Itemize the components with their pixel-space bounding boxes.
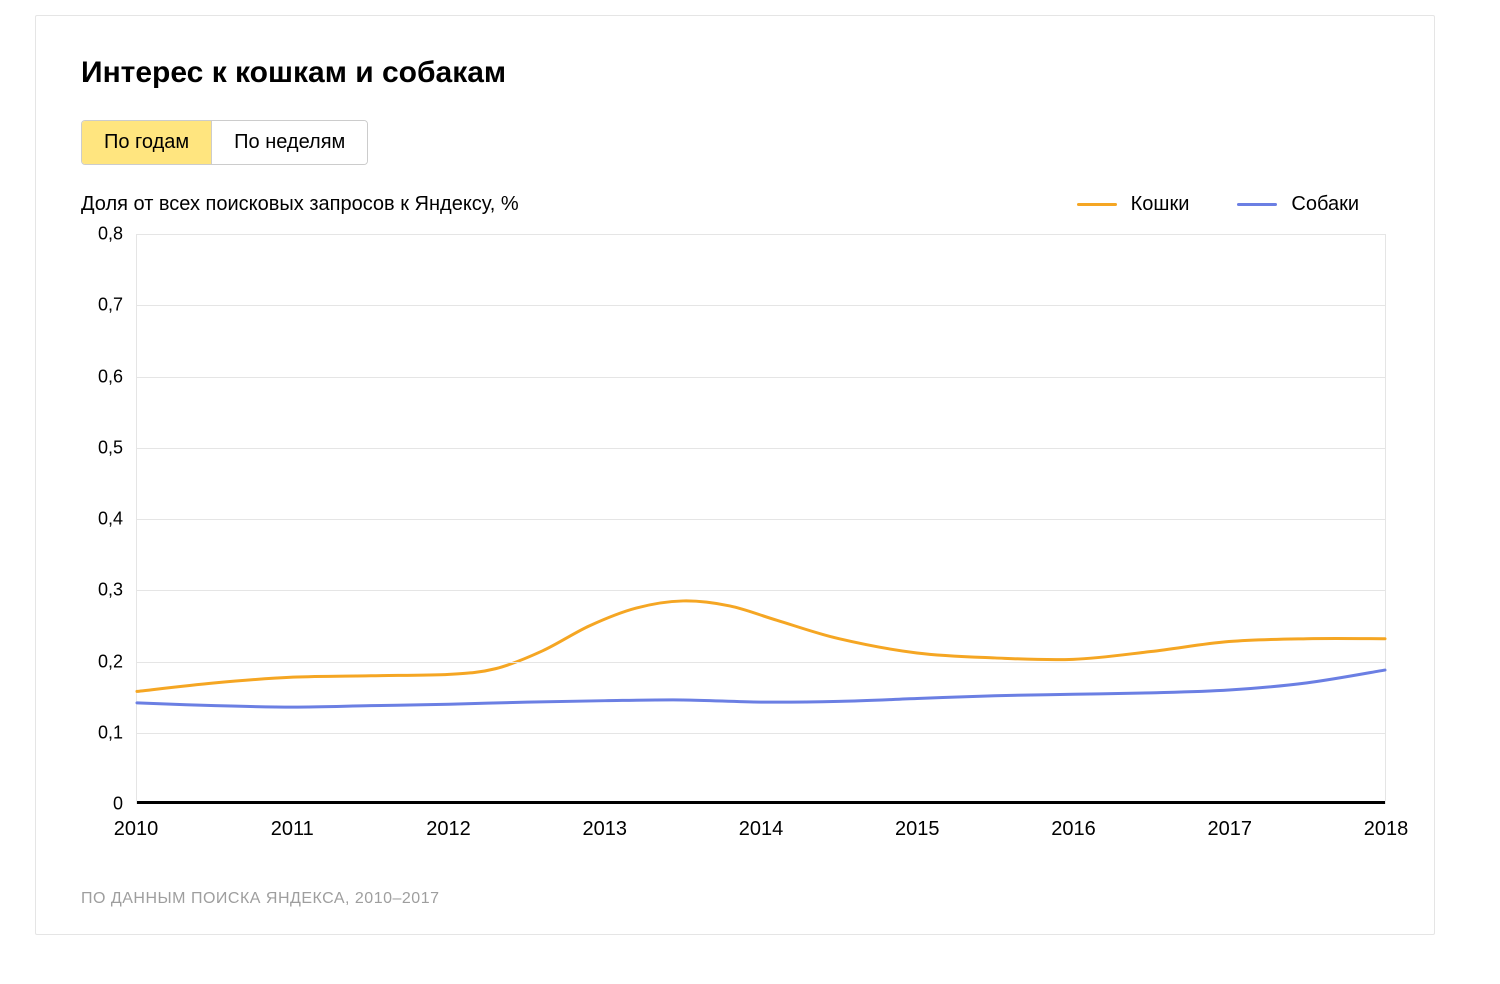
legend-label-dogs: Собаки (1291, 193, 1359, 216)
x-tick-label: 2018 (1364, 818, 1409, 841)
legend-swatch-dogs (1237, 203, 1277, 206)
y-tick-label: 0 (113, 794, 123, 815)
x-axis-baseline (137, 801, 1385, 804)
y-tick-label: 0,6 (98, 366, 123, 387)
y-tick-label: 0,1 (98, 722, 123, 743)
y-tick-label: 0,3 (98, 580, 123, 601)
chart-title: Интерес к кошкам и собакам (81, 56, 1389, 90)
x-tick-label: 2013 (583, 818, 628, 841)
y-tick-label: 0,8 (98, 224, 123, 245)
tab-by-year[interactable]: По годам (82, 121, 211, 164)
x-tick-label: 2015 (895, 818, 940, 841)
gridline (137, 733, 1385, 734)
tab-group: По годам По неделям (81, 120, 368, 165)
gridline (137, 377, 1385, 378)
y-axis-labels: 00,10,20,30,40,50,60,70,8 (81, 234, 131, 804)
gridline (137, 519, 1385, 520)
gridline (137, 234, 1385, 235)
plot-area (136, 234, 1386, 804)
subtitle-row: Доля от всех поисковых запросов к Яндекс… (81, 193, 1389, 216)
y-tick-label: 0,2 (98, 651, 123, 672)
y-tick-label: 0,7 (98, 295, 123, 316)
legend-item-dogs: Собаки (1237, 193, 1359, 216)
x-tick-label: 2017 (1208, 818, 1253, 841)
x-tick-label: 2011 (271, 818, 314, 841)
tab-by-week[interactable]: По неделям (211, 121, 367, 164)
x-tick-label: 2014 (739, 818, 784, 841)
series-line-cats (137, 601, 1385, 692)
y-tick-label: 0,5 (98, 437, 123, 458)
gridline (137, 590, 1385, 591)
legend-item-cats: Кошки (1077, 193, 1190, 216)
chart-area: 00,10,20,30,40,50,60,70,8 20102011201220… (81, 234, 1389, 844)
x-tick-label: 2016 (1051, 818, 1096, 841)
chart-card: Интерес к кошкам и собакам По годам По н… (35, 15, 1435, 935)
x-tick-label: 2010 (114, 818, 159, 841)
chart-source-footer: ПО ДАННЫМ ПОИСКА ЯНДЕКСА, 2010–2017 (81, 890, 1389, 908)
x-axis-labels: 201020112012201320142015201620172018 (136, 818, 1386, 844)
legend: Кошки Собаки (1077, 193, 1389, 216)
legend-swatch-cats (1077, 203, 1117, 206)
x-tick-label: 2012 (426, 818, 471, 841)
gridline (137, 305, 1385, 306)
y-axis-description: Доля от всех поисковых запросов к Яндекс… (81, 193, 519, 216)
y-tick-label: 0,4 (98, 509, 123, 530)
gridline (137, 448, 1385, 449)
legend-label-cats: Кошки (1131, 193, 1190, 216)
gridline (137, 662, 1385, 663)
